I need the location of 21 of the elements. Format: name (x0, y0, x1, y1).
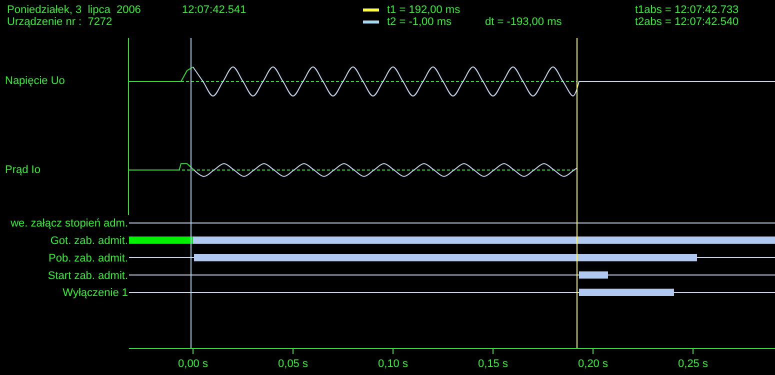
x-tick-label: 0,15 s (478, 358, 508, 370)
x-tick-label: 0,10 s (378, 358, 408, 370)
legend-label: t1 = 192,00 ms (387, 4, 461, 16)
y-axis-title: Prąd Io (5, 164, 40, 176)
x-tick-label: 0,00 s (178, 358, 208, 370)
y-tick-label: Wyłączenie 1 (62, 287, 128, 300)
text: Poniedziałek, 3 lipca 2006 (7, 4, 141, 16)
legend-label: t2 = -1,00 ms (387, 16, 452, 28)
text: Urządzenie nr : 7272 (7, 16, 112, 28)
y-tick-label: Start zab. admit. (48, 270, 128, 282)
y-axis-title: Napięcie Uo (5, 75, 65, 87)
y-tick-label: Pob. zab. admit. (48, 252, 128, 264)
text: t2abs = 12:07:42.540 (635, 16, 739, 28)
text: dt = -193,00 ms (485, 16, 562, 28)
x-tick-label: 0,05 s (278, 358, 308, 370)
y-tick-label: we. załącz stopień adm. (10, 218, 128, 230)
x-tick-label: 0,25 s (678, 358, 708, 370)
text: t1abs = 12:07:42.733 (635, 4, 739, 16)
text: 12:07:42.541 (182, 4, 246, 16)
x-tick-label: 0,20 s (578, 358, 608, 370)
y-tick-label: Got. zab. admit. (50, 235, 128, 248)
